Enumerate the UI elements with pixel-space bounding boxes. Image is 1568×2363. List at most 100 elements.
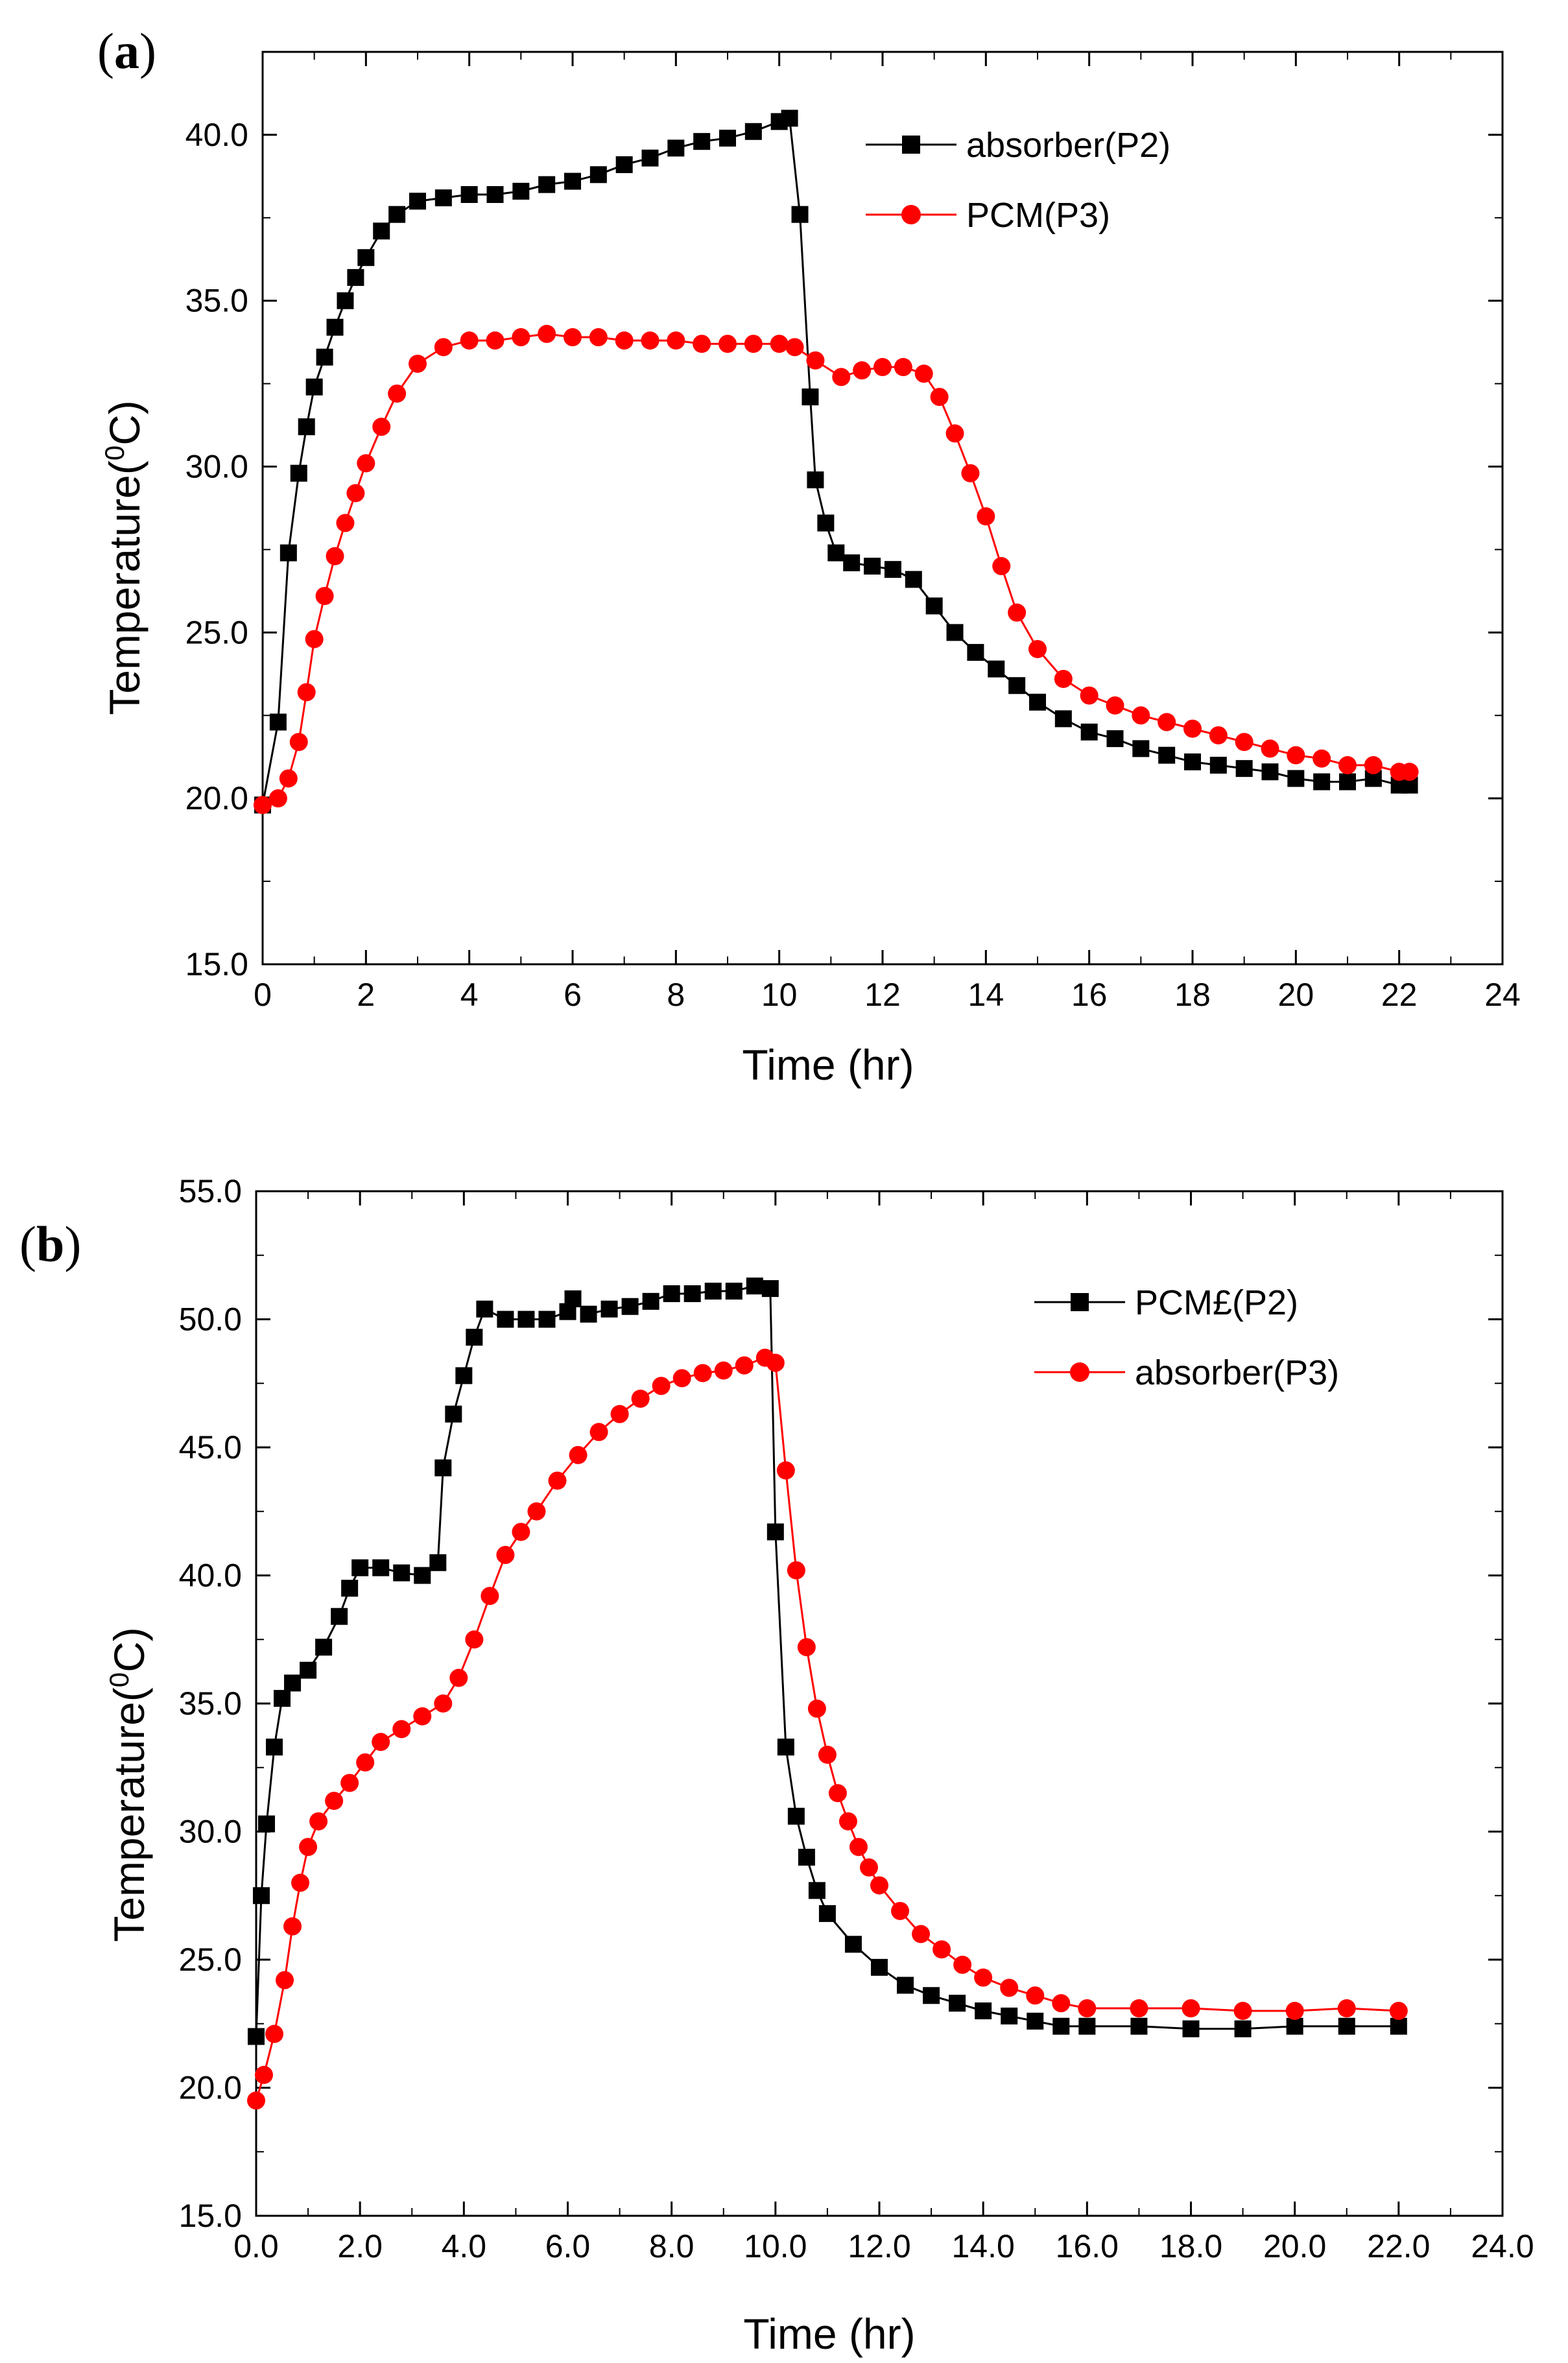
panel-b-series-0-point (315, 1639, 333, 1656)
panel-a-close-paren: ) (139, 23, 156, 79)
panel-b-series-0-point (393, 1564, 410, 1582)
panel-b-series-1-point (1389, 2002, 1408, 2020)
panel-b-series-1-point (1337, 1999, 1356, 2018)
panel-b-series-1-point (652, 1377, 671, 1395)
panel-b-y-tick-label: 15.0 (179, 2198, 242, 2234)
panel-a-series-1-point (1132, 706, 1150, 725)
panel-a-series-0-point (1313, 773, 1331, 790)
panel-b-x-tick-label: 20.0 (1263, 2228, 1326, 2264)
panel-b-y-tick-label: 55.0 (179, 1173, 242, 1209)
panel-a-series-0-point (1184, 753, 1201, 770)
panel-a-series-0-point (1054, 710, 1072, 728)
panel-a-series-1-point (873, 358, 892, 377)
panel-a-series-1-point (1028, 639, 1047, 658)
panel-b-series-1-point (776, 1461, 795, 1480)
panel-a-series-1-point (770, 335, 789, 353)
panel-a-series-0-point (1158, 746, 1176, 764)
panel-a-x-tick-label: 10 (761, 977, 798, 1013)
panel-a-series-0-point (305, 378, 323, 396)
panel-a-series-1-point (289, 733, 308, 752)
panel-b-series-0-point (808, 1882, 826, 1899)
panel-a-y-tick-label: 35.0 (185, 283, 248, 319)
panel-a-label: (a) (97, 23, 156, 79)
panel-a-x-tick-label: 16 (1071, 977, 1108, 1013)
panel-b-series-0-point (538, 1311, 556, 1328)
panel-a-series-1-point (719, 335, 737, 353)
panel-b-series-1-point (496, 1545, 515, 1564)
panel-a-series-0-point (1080, 723, 1098, 741)
panel-a-series-1-point (641, 331, 659, 350)
panel-b-series-0-point (434, 1459, 452, 1477)
panel-b-x-tick-label: 16.0 (1056, 2228, 1119, 2264)
panel-b-series-0-point (923, 1987, 940, 2004)
panel-b-series-1-point (255, 2065, 274, 2084)
panel-b-series-0-point (600, 1300, 618, 1318)
panel-a-series-1-point (1106, 696, 1124, 715)
panel-b-series-1-point (974, 1968, 993, 1987)
panel-b-series-0-point (372, 1559, 390, 1576)
panel-a-series-0-point (298, 418, 315, 436)
panel-b-series-0-point (1286, 2017, 1303, 2035)
panel-a-x-tick-label: 4 (460, 977, 479, 1013)
panel-b-series-1-point (807, 1699, 826, 1718)
panel-b-series-0-point (266, 1739, 283, 1756)
panel-a-series-0-point (781, 110, 798, 127)
panel-a-series-0-point (807, 471, 824, 489)
panel-a-legend-1-label: PCM(P3) (966, 196, 1110, 235)
panel-b-series-1-point (283, 1917, 302, 1936)
panel-b-series-0-point (351, 1559, 369, 1576)
panel-b-x-tick-label: 8.0 (649, 2228, 695, 2264)
panel-b-series-1-point (870, 1876, 888, 1895)
panel-b-series-1-point (672, 1369, 691, 1388)
panel-b-series-0-point (429, 1554, 447, 1571)
panel-b-series-0-point (341, 1580, 359, 1597)
panel-a-series-1-point (1183, 719, 1202, 738)
panel-b-series-0-point (1027, 2012, 1044, 2030)
panel-a-series-1-point (434, 338, 453, 357)
panel-b-series-1-point (766, 1353, 785, 1372)
panel-b-series-0-point (1390, 2017, 1407, 2035)
panel-a-series-1-point (832, 368, 851, 386)
panel-b-series-0-point (725, 1283, 742, 1300)
panel-a-series-0-point (337, 292, 354, 309)
panel-b-series-0-point (1052, 2017, 1070, 2035)
panel-b-legend-1-label: absorber(P3) (1135, 1353, 1339, 1392)
panel-a-series-0-point (827, 544, 845, 562)
panel-a-series-0-point (667, 139, 685, 157)
panel-b-series-1-point (372, 1733, 390, 1751)
panel-a-series-1-point (460, 331, 479, 350)
panel-b-series-1-point (1285, 2002, 1304, 2020)
panel-b-series-1-point (818, 1746, 837, 1764)
panel-b-x-tick-label: 24.0 (1471, 2228, 1534, 2264)
panel-a-series-1-point (372, 418, 391, 436)
panel-b-x-tick-label: 18.0 (1159, 2228, 1222, 2264)
panel-b-series-0-point (284, 1674, 302, 1692)
panel-a-series-0-point (641, 149, 659, 167)
panel-a-series-0-point (744, 123, 762, 140)
panel-b-x-tick-label: 22.0 (1367, 2228, 1430, 2264)
panel-b-series-0-point (517, 1311, 535, 1328)
panel-a-x-tick-label: 20 (1278, 977, 1314, 1013)
panel-a-series-0-point (864, 558, 881, 575)
panel-b-series-1-point (569, 1445, 588, 1464)
panel-b-series-1-point (932, 1940, 951, 1959)
panel-b-series-1-line (255, 1357, 1399, 2101)
panel-a-series-0-point (486, 186, 504, 204)
panel-b-series-1-point (849, 1838, 868, 1857)
panel-a-series-1-point (1235, 733, 1253, 752)
panel-b-x-tick-label: 14.0 (952, 2228, 1015, 2264)
panel-b-series-1-point (527, 1502, 546, 1521)
panel-b-series-0-point (621, 1298, 639, 1315)
panel-a-series-0-point (615, 156, 633, 173)
panel-b-series-1-point (291, 1873, 310, 1892)
panel-b-series-1-point (828, 1784, 847, 1803)
panel-b-series-0-point (258, 1815, 276, 1833)
panel-a-series-1-point (894, 358, 912, 377)
panel-b-series-1-point (714, 1361, 733, 1380)
panel-b-y-axis-title: Temperature(0C) (104, 1627, 153, 1942)
panel-b-series-0-point (777, 1739, 794, 1756)
panel-a-x-tick-label: 6 (564, 977, 582, 1013)
panel-b-series-0-point (466, 1329, 483, 1346)
panel-b-legend-0-marker (1071, 1293, 1089, 1311)
panel-b-series-0-point (476, 1300, 493, 1318)
